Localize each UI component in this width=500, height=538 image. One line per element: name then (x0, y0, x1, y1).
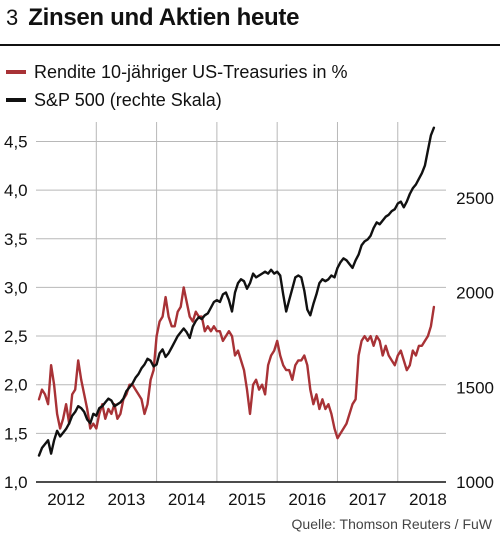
left-tick-label: 3,0 (4, 278, 28, 297)
x-tick-label: 2012 (47, 490, 85, 509)
legend-label-yield: Rendite 10-jähriger US-Treasuries in % (34, 61, 348, 82)
left-tick-label: 4,5 (4, 132, 28, 151)
left-tick-label: 4,0 (4, 181, 28, 200)
title-rule (0, 44, 500, 46)
legend-item-yield: Rendite 10-jähriger US-Treasuries in % (6, 58, 347, 86)
source-note: Quelle: Thomson Reuters / FuW (291, 516, 492, 532)
x-tick-label: 2015 (228, 490, 266, 509)
left-tick-label: 1,5 (4, 424, 28, 443)
right-tick-label: 2000 (456, 284, 494, 303)
x-tick-label: 2014 (168, 490, 206, 509)
x-tick-label: 2018 (409, 490, 447, 509)
left-tick-label: 2,0 (4, 376, 28, 395)
left-tick-label: 3,5 (4, 230, 28, 249)
x-tick-label: 2017 (349, 490, 387, 509)
left-tick-label: 2,5 (4, 327, 28, 346)
right-tick-label: 2500 (456, 189, 494, 208)
x-tick-label: 2013 (108, 490, 146, 509)
series-line-yield (37, 286, 436, 440)
legend-swatch-sp500 (6, 98, 26, 102)
legend-item-sp500: S&P 500 (rechte Skala) (6, 86, 347, 114)
series-line-sp500 (37, 126, 436, 457)
legend-swatch-yield (6, 70, 26, 74)
left-tick-label: 1,0 (4, 473, 28, 492)
legend-label-sp500: S&P 500 (rechte Skala) (34, 89, 222, 110)
right-tick-label: 1000 (456, 473, 494, 492)
chart-title: Zinsen und Aktien heute (28, 4, 300, 31)
legend: Rendite 10-jähriger US-Treasuries in % S… (6, 58, 347, 114)
x-tick-label: 2016 (288, 490, 326, 509)
right-tick-label: 1500 (456, 378, 494, 397)
figure-number: 3 (6, 5, 19, 30)
chart-header: 3 Zinsen und Aktien heute (6, 4, 299, 40)
